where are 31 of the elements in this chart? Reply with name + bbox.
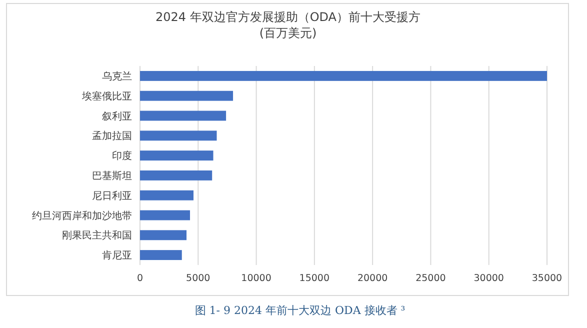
caption: 图 1- 9 2024 年前十大双边 ODA 接收者 ³ — [194, 304, 406, 317]
bar — [140, 170, 212, 180]
bar — [140, 230, 187, 240]
chart-title: 2024 年双边官方发展援助（ODA）前十大受援方 — [155, 10, 421, 24]
bar — [140, 250, 182, 260]
x-tick-label: 5000 — [186, 273, 210, 284]
bar — [140, 190, 194, 200]
x-tick-label: 0 — [136, 273, 144, 284]
y-tick-label: 孟加拉国 — [92, 130, 132, 142]
y-tick-label: 乌克兰 — [102, 70, 132, 82]
y-tick-label: 刚果民主共和国 — [62, 230, 132, 242]
y-tick-label: 约旦河西岸和加沙地带 — [32, 210, 132, 222]
bar — [140, 70, 547, 81]
bar — [140, 130, 217, 141]
y-tick-label: 巴基斯坦 — [92, 170, 132, 182]
y-tick-label: 肯尼亚 — [102, 250, 132, 262]
y-tick-label: 印度 — [112, 150, 132, 162]
bar — [140, 90, 234, 101]
x-tick-label: 30000 — [474, 273, 504, 284]
bar — [140, 210, 190, 220]
chart-subtitle: (百万美元) — [259, 26, 317, 40]
x-tick-label: 35000 — [532, 273, 562, 284]
bar — [140, 150, 214, 161]
y-tick-label: 尼日利亚 — [92, 190, 132, 202]
y-tick-label: 埃塞俄比亚 — [81, 90, 132, 102]
x-tick-label: 10000 — [241, 273, 272, 284]
x-tick-label: 20000 — [357, 273, 388, 284]
y-tick-label: 叙利亚 — [102, 110, 132, 122]
x-tick-label: 15000 — [299, 273, 330, 284]
bar — [140, 110, 226, 121]
x-tick-label: 25000 — [416, 273, 446, 284]
